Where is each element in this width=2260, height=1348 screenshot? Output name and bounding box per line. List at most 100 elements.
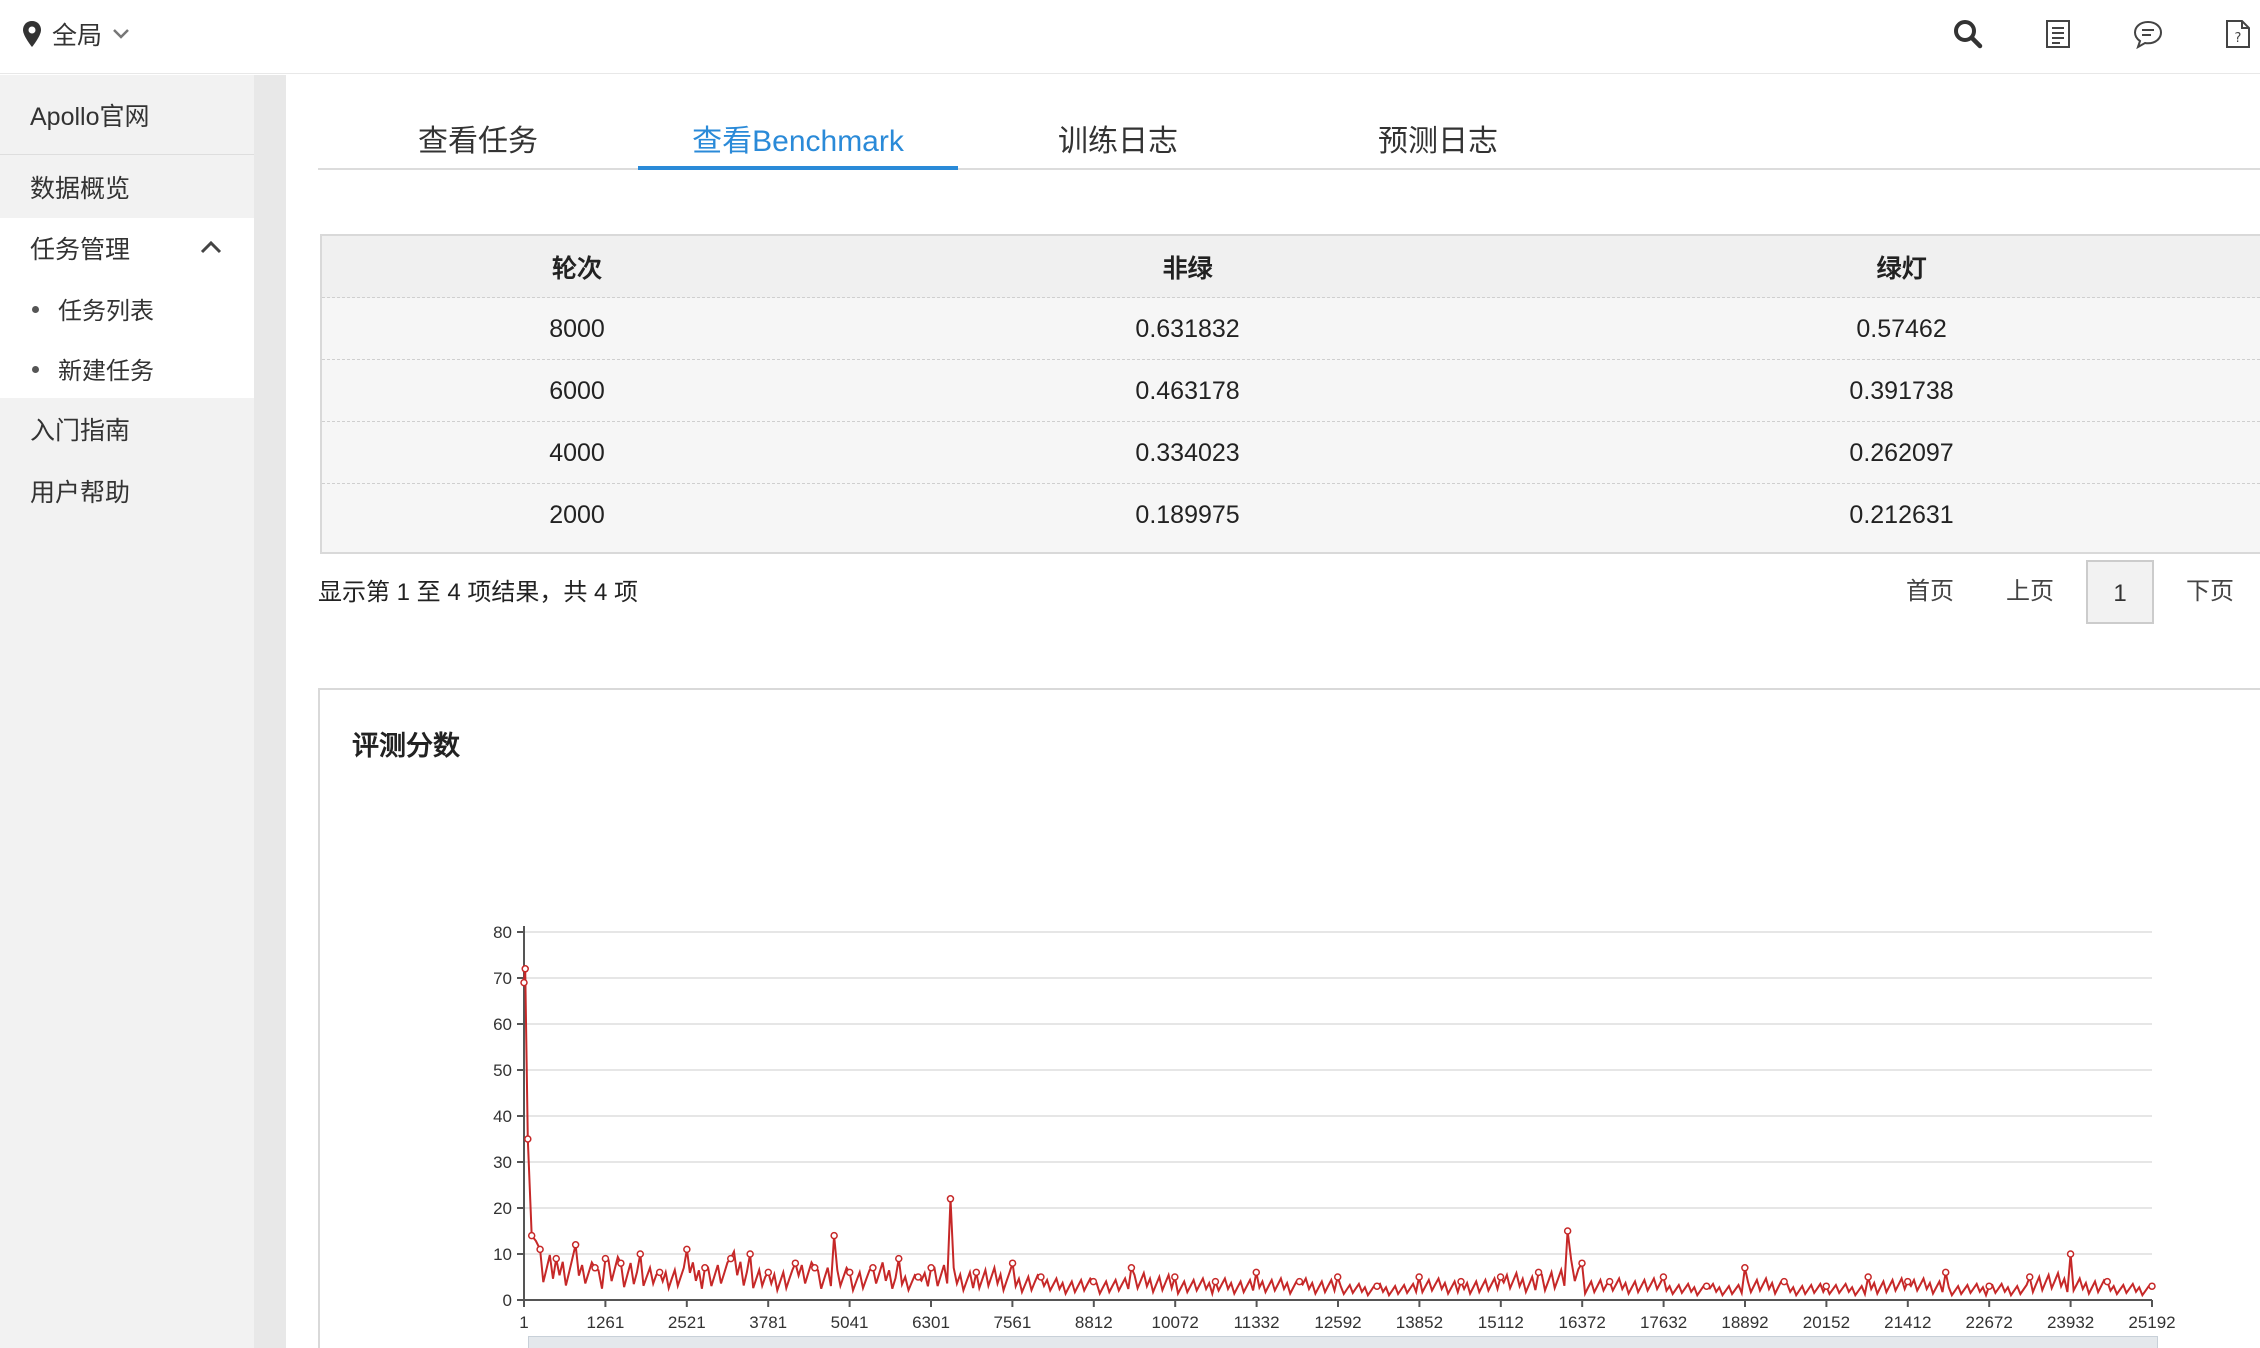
data-point	[601, 1254, 610, 1263]
data-point	[1008, 1259, 1017, 1267]
data-point	[927, 1264, 935, 1272]
table-cell: 6000	[549, 376, 605, 405]
data-point	[972, 1268, 981, 1277]
y-tick-label: 50	[493, 1061, 512, 1080]
y-tick-label: 80	[493, 923, 512, 942]
data-point	[845, 1268, 854, 1277]
tab-view-task[interactable]: 查看任务	[418, 125, 538, 158]
sidebar-item-label: 新建任务	[58, 357, 154, 385]
x-tick-label: 16372	[1559, 1313, 1606, 1332]
table-cell: 2000	[549, 500, 605, 529]
score-chart-panel: 评测分数 0 10 20 30 40 50 60 70 80 1 1261 2521 3781 5041 6…	[318, 688, 2260, 1348]
data-point	[1373, 1282, 1381, 1290]
data-point	[1457, 1277, 1465, 1286]
table-row: 4000 0.334023 0.262097	[322, 422, 2260, 484]
table-summary: 显示第 1 至 4 项结果，共 4 项	[318, 579, 639, 606]
x-tick-label: 15112	[1478, 1313, 1524, 1332]
tab-training-log[interactable]: 训练日志	[1058, 125, 1178, 158]
sidebar-item-overview[interactable]: 数据概览	[0, 156, 254, 218]
table-row: 8000 0.631832 0.57462	[322, 298, 2260, 360]
search-icon[interactable]	[1946, 12, 1990, 56]
scope-selector[interactable]: 全局	[22, 14, 130, 54]
data-point	[1941, 1268, 1950, 1277]
bullet-icon	[32, 366, 39, 373]
data-point	[1864, 1273, 1872, 1281]
y-tick-label: 0	[503, 1291, 512, 1310]
x-tick-label: 2521	[668, 1313, 706, 1332]
data-point	[1127, 1264, 1136, 1272]
data-point	[524, 1135, 532, 1143]
sidebar-item-task-management[interactable]: 任务管理	[0, 218, 254, 278]
table-cell: 0.262097	[1849, 438, 1954, 467]
sidebar-item-apollo-site[interactable]: Apollo官网	[0, 75, 254, 155]
tab-prediction-log[interactable]: 预测日志	[1378, 125, 1498, 158]
table-cell: 4000	[549, 438, 605, 467]
data-point	[1741, 1264, 1749, 1272]
scope-label: 全局	[52, 22, 103, 50]
first-page-button[interactable]: 首页	[1906, 578, 1954, 605]
sidebar-item-label: 任务列表	[58, 297, 154, 325]
tab-view-benchmark[interactable]: 查看Benchmark	[638, 116, 958, 170]
chat-bubble-icon[interactable]	[2126, 12, 2170, 56]
y-tick-label: 20	[493, 1199, 512, 1218]
chart-zoom-scrollbar[interactable]	[528, 1336, 2158, 1348]
table-row: 2000 0.189975 0.212631	[322, 484, 2260, 546]
data-point	[1037, 1273, 1045, 1281]
help-doc-icon[interactable]: ?	[2216, 12, 2260, 56]
x-tick-label: 23932	[2047, 1313, 2094, 1332]
y-tick-label: 70	[493, 969, 512, 988]
x-tick-label: 13852	[1396, 1313, 1443, 1332]
x-tick-label: 3781	[749, 1313, 787, 1332]
table-cell: 0.212631	[1849, 500, 1954, 529]
x-tick-label: 7561	[993, 1313, 1031, 1332]
data-point	[830, 1231, 838, 1240]
page-number-button[interactable]: 1	[2086, 560, 2154, 624]
sidebar-gutter	[254, 75, 286, 1348]
table-cell: 0.334023	[1135, 438, 1240, 467]
pagination: 首页 上页 1 下页	[1880, 560, 2260, 624]
sidebar-item-guide[interactable]: 入门指南	[0, 398, 254, 460]
next-page-button[interactable]: 下页	[2186, 578, 2234, 605]
data-point	[914, 1273, 922, 1281]
data-point	[764, 1268, 773, 1277]
sidebar: Apollo官网 数据概览 任务管理 任务列表 新建任务 入门指南 用户帮助	[0, 75, 254, 1348]
x-tick-label: 10072	[1152, 1313, 1199, 1332]
sidebar-item-task-list[interactable]: 任务列表	[0, 278, 254, 338]
data-point	[726, 1254, 735, 1263]
data-point	[2103, 1277, 2112, 1286]
y-tick-label: 40	[493, 1107, 512, 1126]
prev-page-button[interactable]: 上页	[2006, 578, 2054, 605]
series-line	[523, 968, 2153, 1299]
data-point	[1702, 1282, 1711, 1290]
x-tick-label: 1261	[586, 1313, 624, 1332]
data-point	[2025, 1273, 2034, 1281]
data-point	[1295, 1277, 1304, 1286]
x-tick-label: 6301	[912, 1313, 950, 1332]
document-list-icon[interactable]	[2036, 12, 2080, 56]
x-tick-label: 25192	[2128, 1313, 2175, 1332]
data-point	[1534, 1268, 1543, 1277]
x-tick-label: 8812	[1075, 1313, 1113, 1332]
data-point	[1605, 1277, 1614, 1286]
table-cell: 0.631832	[1135, 314, 1240, 343]
table-cell: 8000	[549, 314, 605, 343]
y-tick-label: 10	[493, 1245, 512, 1264]
table-cell: 0.189975	[1135, 500, 1240, 529]
sidebar-item-help[interactable]: 用户帮助	[0, 460, 254, 522]
column-header-non-green[interactable]: 非绿	[1162, 255, 1213, 283]
x-tick-label: 1	[519, 1313, 528, 1332]
chevron-down-icon	[113, 29, 129, 39]
table-cell: 0.57462	[1856, 314, 1947, 343]
data-point	[811, 1264, 819, 1272]
sidebar-item-label: 用户帮助	[30, 479, 131, 507]
sidebar-item-new-task[interactable]: 新建任务	[0, 338, 254, 398]
x-tick-label: 11332	[1234, 1313, 1280, 1332]
data-point	[1211, 1277, 1220, 1286]
data-point	[1089, 1277, 1098, 1286]
column-header-green[interactable]: 绿灯	[1876, 255, 1927, 283]
column-header-round[interactable]: 轮次	[551, 255, 602, 283]
score-chart: 0 10 20 30 40 50 60 70 80 1 1261 2521 3781 5041 6301 75…	[493, 923, 2176, 1332]
data-point	[701, 1264, 709, 1272]
data-point	[1496, 1273, 1505, 1281]
data-point	[746, 1250, 754, 1258]
